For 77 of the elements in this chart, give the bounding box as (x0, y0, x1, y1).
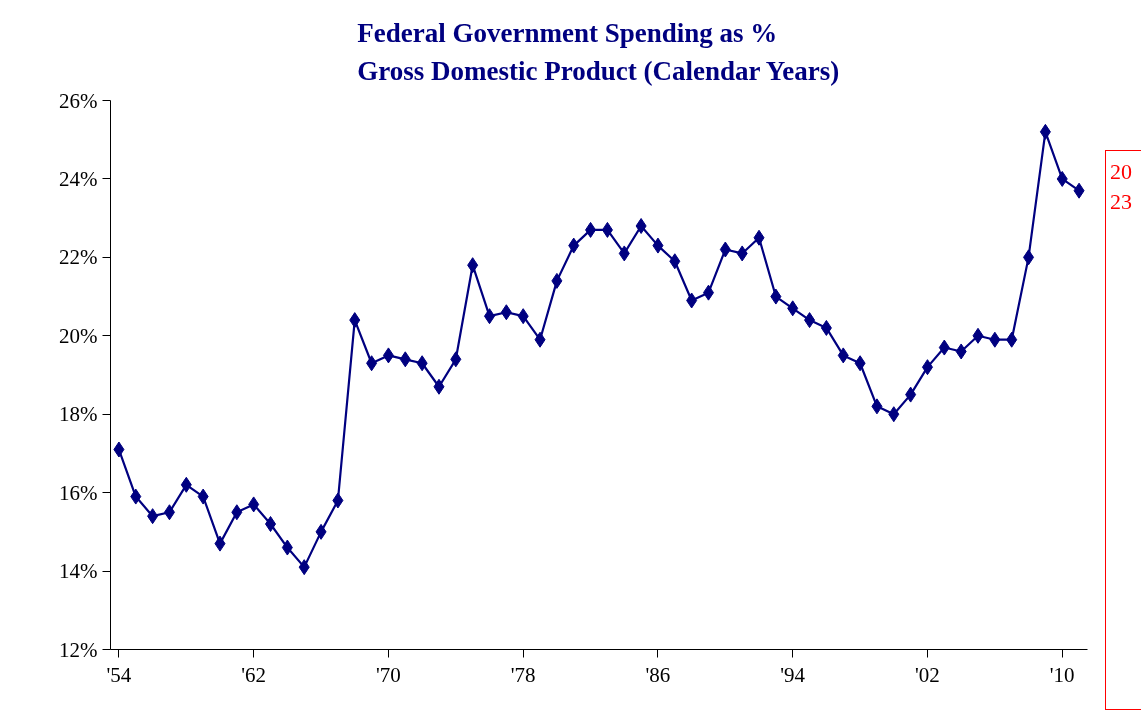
point (349, 312, 361, 329)
x-tick-label: '02 (915, 662, 940, 687)
point (921, 359, 933, 376)
point (1006, 331, 1018, 348)
point (265, 516, 277, 533)
point (736, 245, 748, 262)
point (702, 284, 714, 301)
x-tick-label: '86 (645, 662, 671, 687)
x-tick-label: '10 (1049, 662, 1075, 687)
y-tick-label: 14% (59, 559, 98, 584)
point (905, 386, 917, 403)
point (416, 355, 428, 372)
text: 23 (1110, 189, 1132, 214)
point (382, 347, 394, 364)
point (467, 257, 479, 274)
x-tick-label: '94 (780, 662, 806, 687)
y-tick-label: 16% (59, 480, 98, 505)
point (585, 221, 597, 238)
point (551, 272, 563, 289)
y-tick-label: 18% (59, 402, 98, 427)
point (820, 319, 832, 336)
point (214, 535, 226, 552)
point (298, 559, 310, 576)
point (1023, 249, 1035, 266)
point (618, 245, 630, 262)
y-tick-label: 12% (59, 637, 98, 662)
point (433, 378, 445, 395)
point (601, 221, 613, 238)
point (770, 288, 782, 305)
point (955, 343, 967, 360)
point (669, 253, 681, 270)
point (871, 398, 883, 415)
point (1073, 182, 1085, 199)
point (635, 217, 647, 234)
point (1039, 123, 1051, 140)
point (568, 237, 580, 254)
point (231, 504, 243, 521)
x-tick-label: '70 (376, 662, 401, 687)
point (787, 300, 799, 317)
point (130, 488, 142, 505)
point (534, 331, 546, 348)
y-tick-label: 22% (59, 245, 98, 270)
point (366, 355, 378, 372)
chart-title: Federal Government Spending as % Gross Domestic Product (Calendar Years) (357, 18, 840, 86)
point (281, 539, 293, 556)
y-tick-label: 20% (59, 323, 98, 348)
point (719, 241, 731, 258)
y-tick-label: 24% (59, 166, 98, 191)
point (315, 523, 327, 540)
x-tick-label: '54 (106, 662, 132, 687)
point (938, 339, 950, 356)
point (450, 351, 462, 368)
point (972, 327, 984, 344)
point (197, 488, 209, 505)
point (888, 406, 900, 423)
point (652, 237, 664, 254)
point (753, 229, 765, 246)
point (484, 308, 496, 325)
point (399, 351, 411, 368)
text: 20 (1110, 159, 1132, 184)
point (500, 304, 512, 321)
x-tick-label: '62 (241, 662, 267, 687)
point (517, 308, 529, 325)
point (686, 292, 698, 309)
point (163, 504, 175, 521)
x-tick-label: '78 (510, 662, 536, 687)
point (1056, 170, 1068, 187)
point (837, 347, 849, 364)
point (147, 508, 159, 525)
point (180, 476, 192, 493)
point (113, 441, 125, 458)
point (804, 312, 816, 329)
point (854, 355, 866, 372)
point (248, 496, 260, 513)
point (989, 331, 1001, 348)
point (332, 492, 344, 509)
y-tick-label: 26% (59, 88, 98, 113)
